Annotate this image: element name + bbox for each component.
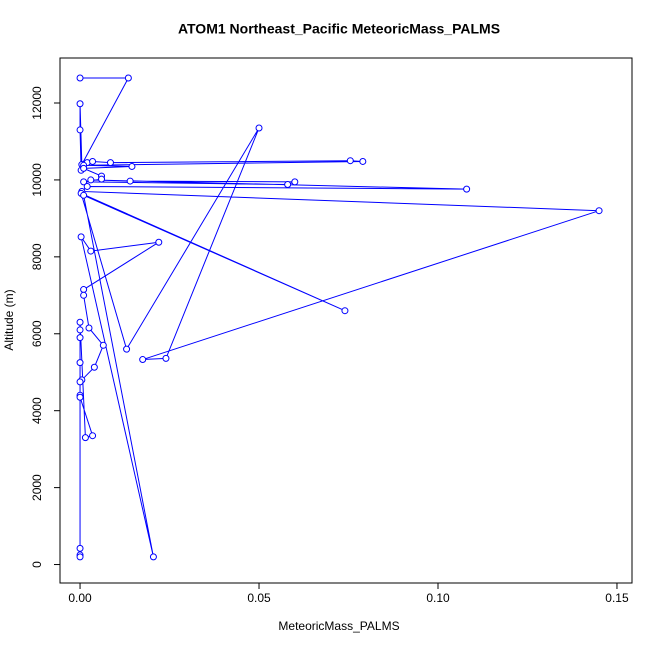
data-point bbox=[76, 378, 84, 386]
data-point bbox=[149, 553, 157, 561]
y-axis-title: Altitude (m) bbox=[2, 289, 16, 350]
data-point bbox=[80, 178, 88, 186]
y-tick-label: 6000 bbox=[30, 320, 44, 347]
data-point bbox=[76, 334, 84, 342]
data-point bbox=[595, 207, 603, 215]
data-point bbox=[76, 74, 84, 82]
data-point bbox=[76, 126, 84, 134]
data-point bbox=[89, 157, 97, 165]
y-tick-label: 4000 bbox=[30, 397, 44, 424]
y-tick-label: 8000 bbox=[30, 243, 44, 270]
data-point bbox=[139, 356, 147, 364]
data-point bbox=[85, 324, 93, 332]
data-point bbox=[155, 238, 163, 246]
data-point bbox=[341, 307, 349, 315]
x-tick-label: 0.15 bbox=[605, 591, 629, 605]
x-tick-label: 0.10 bbox=[426, 591, 450, 605]
data-point bbox=[99, 341, 107, 349]
data-point bbox=[76, 544, 84, 552]
data-point bbox=[77, 233, 85, 241]
data-point bbox=[98, 175, 106, 183]
y-tick-label: 2000 bbox=[30, 474, 44, 501]
chart-title: ATOM1 Northeast_Pacific MeteoricMass_PAL… bbox=[178, 21, 500, 37]
data-point bbox=[76, 553, 84, 561]
data-point bbox=[87, 176, 95, 184]
data-point bbox=[124, 74, 132, 82]
data-point bbox=[346, 157, 354, 165]
data-point bbox=[90, 363, 98, 371]
data-point bbox=[126, 177, 134, 185]
data-point bbox=[359, 157, 367, 165]
data-point bbox=[76, 359, 84, 367]
data-point bbox=[123, 345, 131, 353]
x-tick-label: 0.05 bbox=[247, 591, 271, 605]
data-point bbox=[81, 434, 89, 442]
data-point bbox=[76, 393, 84, 401]
data-point bbox=[463, 185, 471, 193]
data-point bbox=[83, 182, 91, 190]
plot-box bbox=[59, 57, 633, 584]
data-point bbox=[162, 354, 170, 362]
y-tick-label: 0 bbox=[30, 561, 44, 568]
data-point bbox=[76, 318, 84, 326]
y-tick-label: 10000 bbox=[30, 163, 44, 197]
data-point bbox=[80, 286, 88, 294]
data-line bbox=[79, 77, 600, 557]
data-point bbox=[87, 247, 95, 255]
data-point bbox=[80, 191, 88, 199]
y-tick-label: 12000 bbox=[30, 86, 44, 120]
data-point bbox=[106, 159, 114, 167]
data-point bbox=[284, 181, 292, 189]
data-point bbox=[80, 164, 88, 172]
data-point bbox=[76, 326, 84, 334]
x-tick-label: 0.00 bbox=[68, 591, 92, 605]
data-point bbox=[80, 291, 88, 299]
data-point bbox=[128, 162, 136, 170]
data-point bbox=[89, 432, 97, 440]
data-point bbox=[291, 178, 299, 186]
data-point bbox=[76, 100, 84, 108]
x-axis-title: MeteoricMass_PALMS bbox=[278, 619, 399, 633]
data-point bbox=[255, 124, 263, 132]
